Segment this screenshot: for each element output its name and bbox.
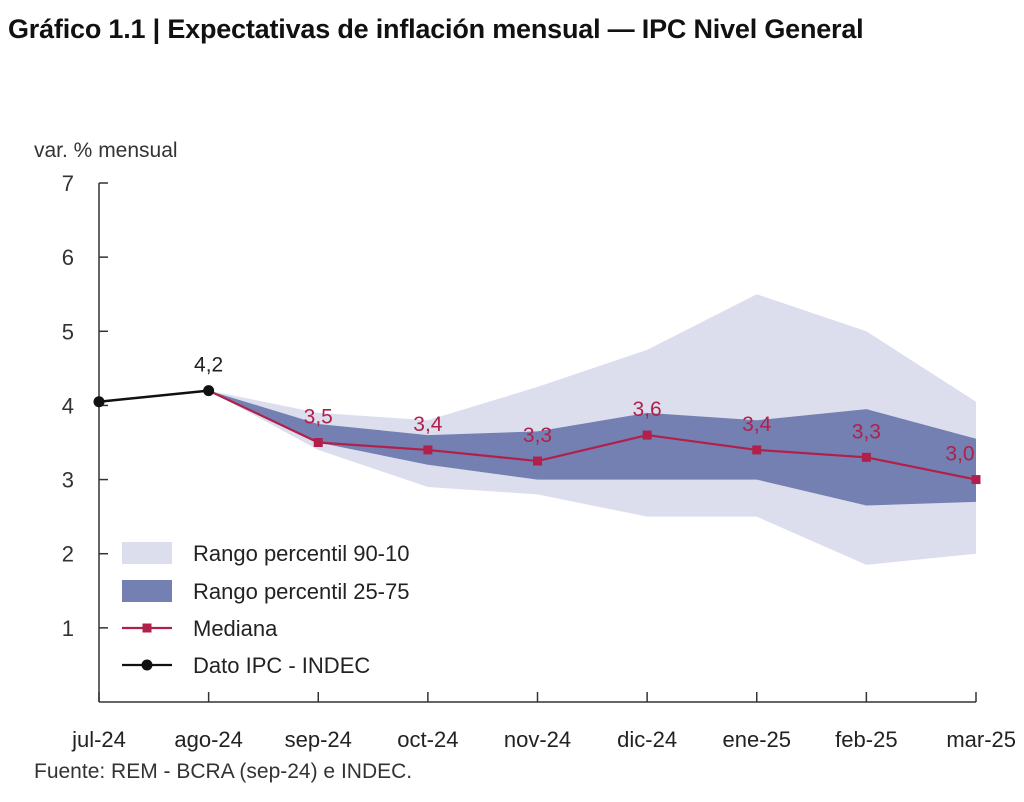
legend-marker: [142, 623, 152, 633]
lines-layer: [93, 385, 981, 485]
y-tick-label: 6: [62, 245, 74, 270]
legend-swatch: [122, 542, 172, 564]
mediana-data-label: 3,4: [413, 413, 443, 436]
mediana-data-label: 3,3: [523, 424, 552, 447]
x-tick-label: oct-24: [397, 727, 458, 752]
mediana-point: [423, 445, 433, 455]
axes-layer: 1 2 3 4 5 6 7 jul-24 ago-24 sep-24 oct-24 nov-24 dic…: [62, 171, 1016, 752]
ipc-point: [93, 396, 105, 408]
mediana-data-label: 3,0: [945, 443, 974, 466]
x-tick-label: nov-24: [504, 727, 571, 752]
ipc-data-label: 4,2: [194, 354, 223, 377]
x-tick-label: feb-25: [835, 727, 897, 752]
legend-marker: [141, 659, 153, 671]
x-tick-label: jul-24: [71, 727, 126, 752]
series-line-dato-ipc-indec: [98, 389, 209, 403]
mediana-data-label: 3,5: [304, 406, 333, 429]
x-tick-label: dic-24: [617, 727, 677, 752]
mediana-data-label: 3,4: [742, 413, 772, 436]
x-tick-label: ene-25: [722, 727, 791, 752]
legend: Rango percentil 90-10 Rango percentil 25-…: [122, 541, 409, 678]
mediana-point: [971, 475, 981, 485]
x-tick-label: mar-25: [946, 727, 1016, 752]
series-line-mediana: [208, 389, 977, 481]
mediana-data-label: 3,6: [633, 398, 662, 421]
data-labels-layer: 3,5 3,4 3,3 3,6 3,4 3,3 3,0 4,2: [194, 354, 975, 466]
y-tick-label: 2: [62, 542, 74, 567]
y-tick-label: 3: [62, 468, 74, 493]
source-note: Fuente: REM - BCRA (sep-24) e INDEC.: [34, 760, 413, 783]
legend-label: Dato IPC - INDEC: [193, 653, 370, 678]
y-tick-label: 1: [62, 616, 74, 641]
legend-item: Rango percentil 90-10: [122, 541, 409, 566]
legend-label: Mediana: [193, 616, 278, 641]
legend-item: Dato IPC - INDEC: [122, 653, 370, 678]
mediana-point: [533, 456, 542, 466]
mediana-point: [313, 438, 323, 447]
legend-label: Rango percentil 90-10: [193, 541, 409, 566]
ipc-point: [203, 385, 215, 397]
mediana-data-label: 3,3: [852, 420, 881, 443]
x-tick-label: ago-24: [174, 727, 243, 752]
y-axis-label: var. % mensual: [34, 139, 178, 162]
legend-swatch: [122, 580, 172, 602]
x-tick-label: sep-24: [285, 727, 352, 752]
chart-title: Gráfico 1.1 | Expectativas de inflación …: [8, 14, 864, 44]
legend-label: Rango percentil 25-75: [193, 579, 409, 604]
y-tick-label: 7: [62, 171, 74, 196]
y-tick-label: 5: [62, 319, 74, 344]
mediana-point: [861, 452, 871, 462]
legend-item: Mediana: [122, 616, 278, 641]
y-tick-label: 4: [62, 393, 74, 418]
legend-item: Rango percentil 25-75: [122, 579, 409, 604]
mediana-point: [642, 430, 652, 440]
mediana-point: [752, 445, 762, 455]
